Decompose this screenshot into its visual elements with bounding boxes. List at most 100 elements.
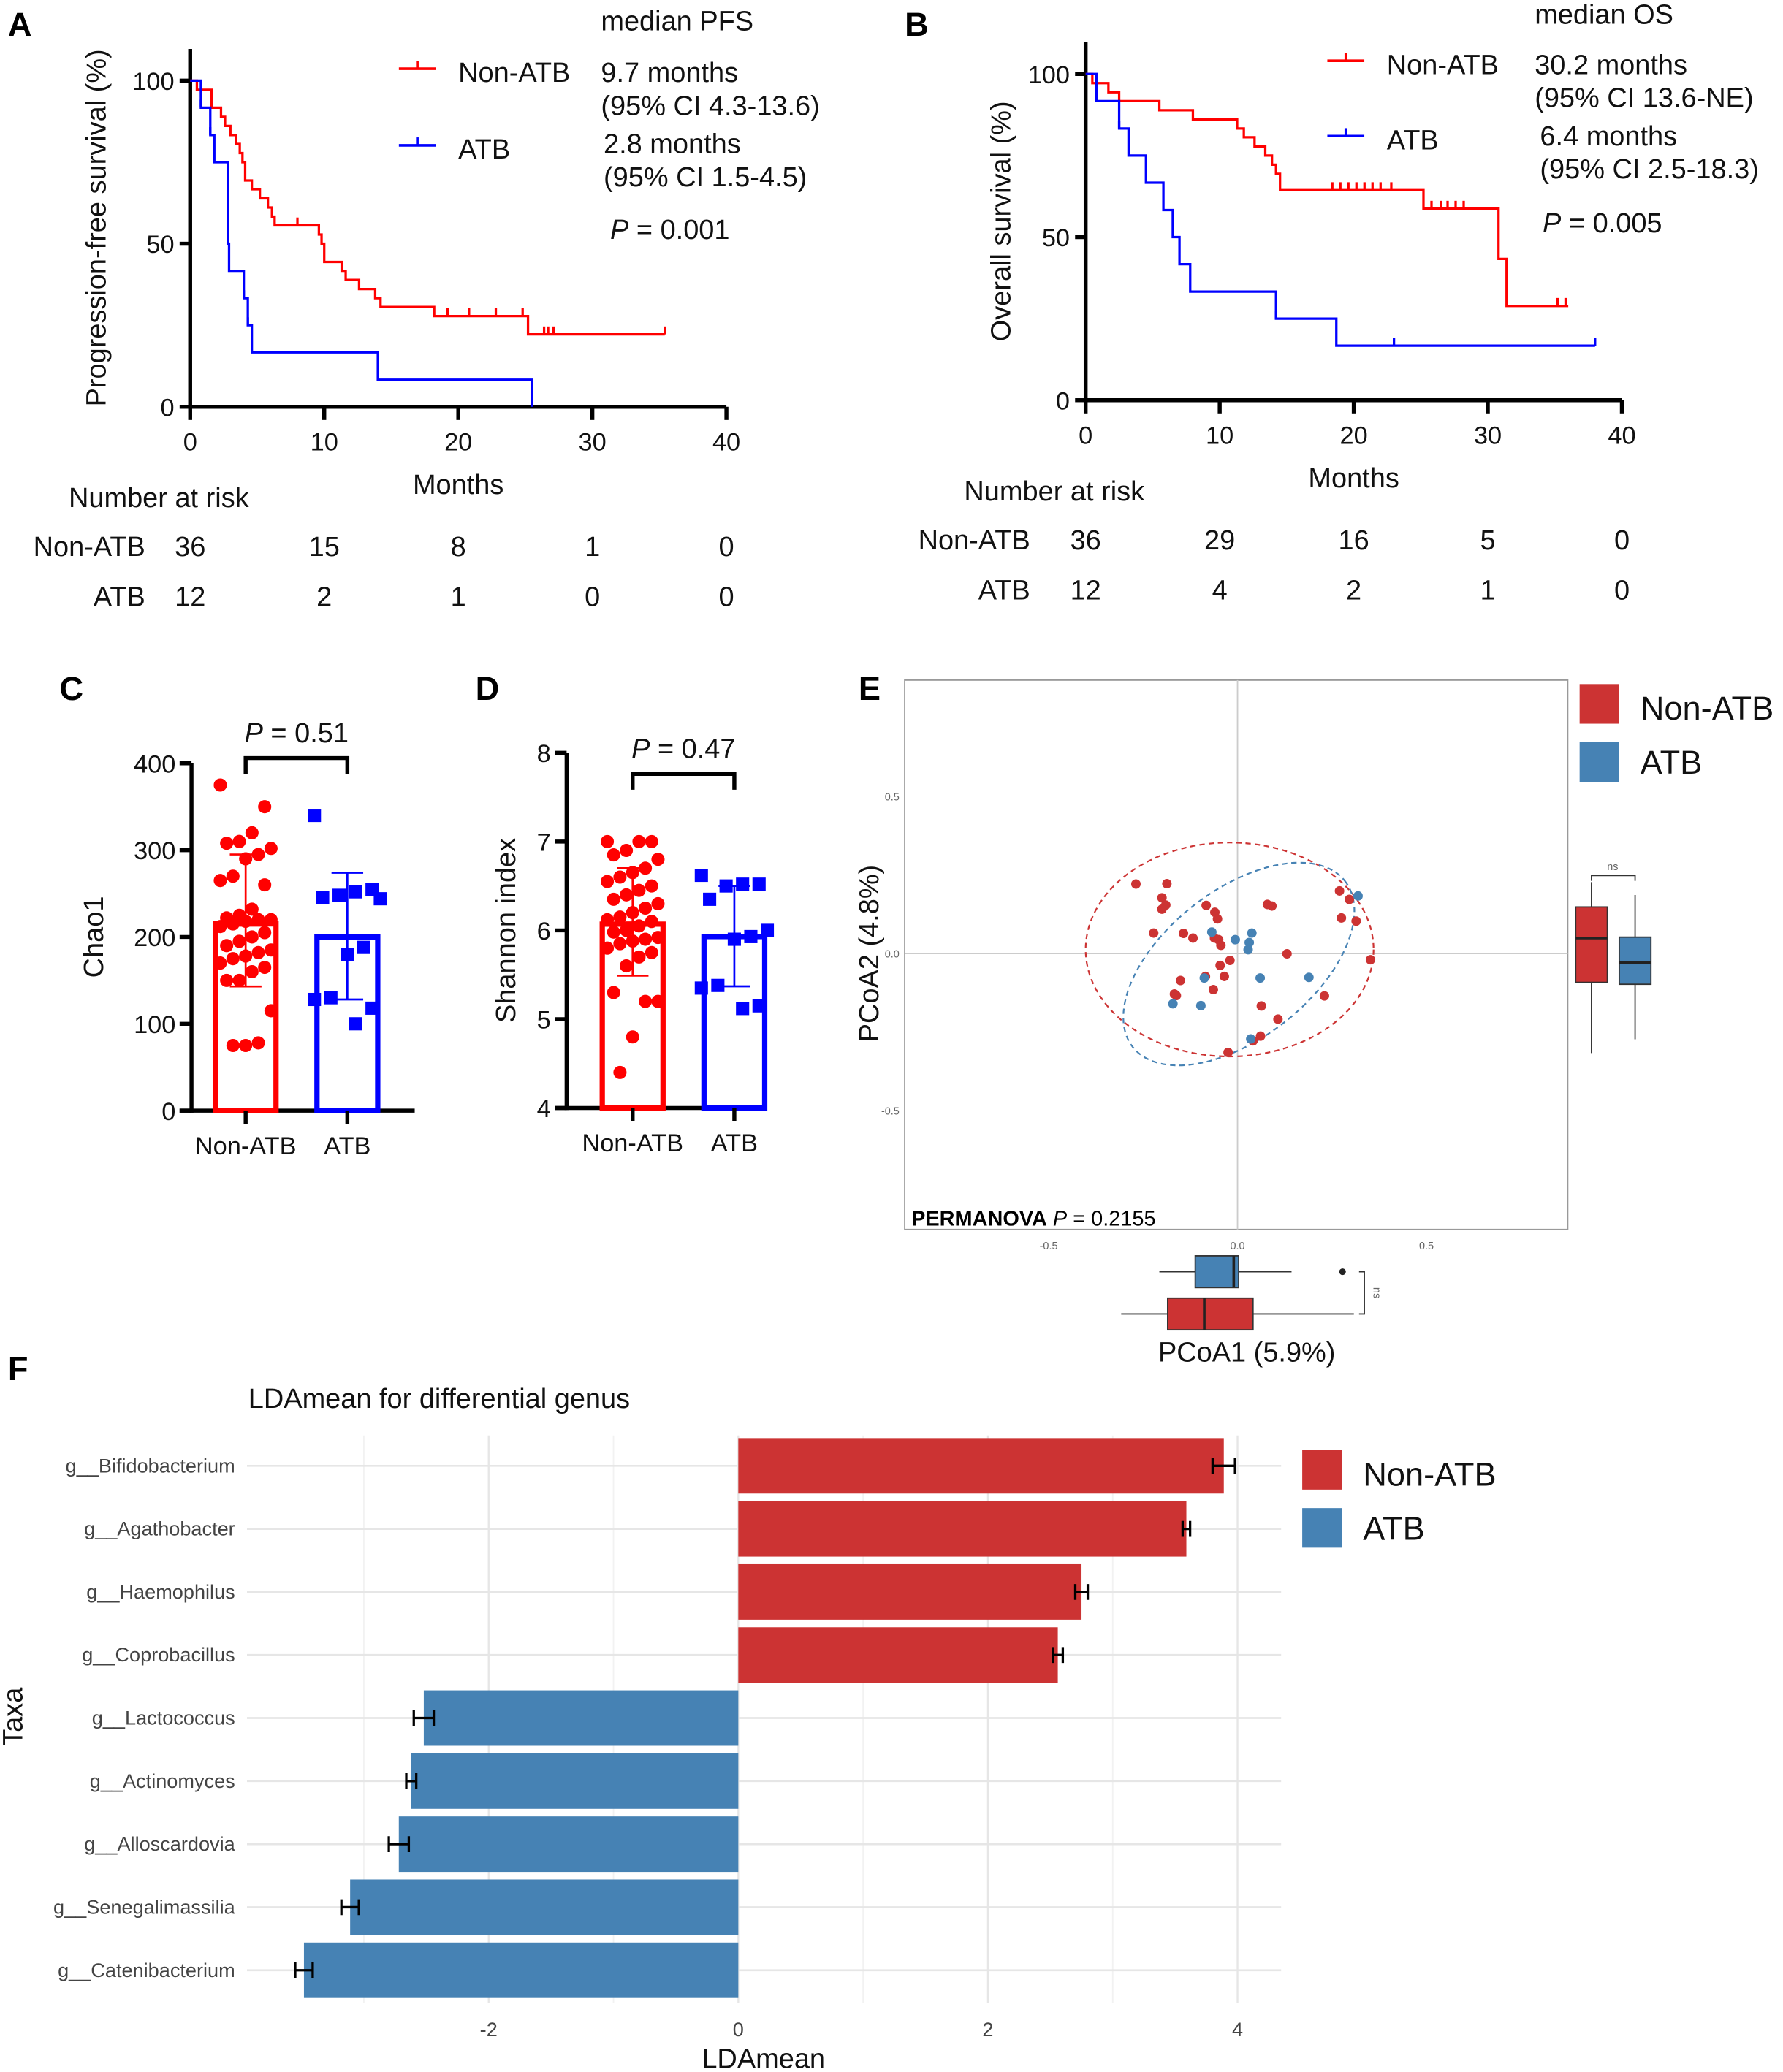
y-tick-label: g__Lactococcus: [92, 1707, 235, 1729]
p-value: = 0.005: [1561, 208, 1662, 239]
data-point-atb: [1247, 928, 1257, 938]
risk-count: 2: [316, 582, 332, 613]
data-point-non-atb: [1365, 955, 1376, 965]
data-point-non-atb: [1130, 879, 1141, 889]
legend-title: median PFS: [601, 7, 753, 37]
y-tick-label: 7: [537, 829, 551, 857]
data-point-non-atb: [1255, 1031, 1266, 1041]
lda-bar-chart: LDAmean for differential genus g__Bifidob…: [0, 1384, 1497, 2072]
data-point: [711, 978, 725, 992]
data-point: [220, 837, 234, 850]
risk-count: 12: [175, 582, 205, 613]
risk-count: 0: [719, 582, 734, 613]
y-tick-label: 5: [537, 1007, 551, 1035]
risk-count: 12: [1071, 576, 1101, 606]
error-bar: [387, 1836, 411, 1852]
panel-label: E: [859, 670, 881, 707]
data-point-atb: [1230, 934, 1240, 945]
y-tick-label: 50: [1042, 224, 1070, 252]
error-bar: [405, 1772, 418, 1789]
data-point-non-atb: [1351, 916, 1361, 926]
risk-count: 0: [1614, 576, 1630, 606]
median-value: 30.2 months: [1535, 50, 1687, 80]
data-point: [226, 952, 240, 966]
x-tick-label: 0: [733, 2018, 744, 2041]
data-point: [601, 913, 615, 926]
data-point: [632, 950, 646, 964]
x-tick-label: ATB: [324, 1132, 370, 1160]
median-value: 6.4 months: [1540, 121, 1677, 152]
data-point-non-atb: [1337, 913, 1347, 923]
panel-label: B: [905, 6, 929, 43]
data-point: [613, 910, 627, 924]
data-point: [620, 923, 634, 937]
data-point: [651, 853, 665, 866]
data-point: [324, 991, 338, 1005]
y-tick-label: 0.5: [885, 791, 900, 803]
p-value-label: P = 0.47: [631, 734, 735, 765]
x-tick-label: -2: [480, 2018, 498, 2041]
risk-row-label: ATB: [978, 576, 1030, 606]
error-bar: [1211, 1458, 1236, 1474]
data-point: [694, 981, 708, 995]
p-symbol: P: [1047, 1207, 1068, 1230]
data-point: [245, 930, 259, 944]
bar-alloscardovia: [398, 1816, 739, 1873]
median-value: 2.8 months: [604, 129, 741, 160]
y-axis-label: Chao1: [79, 896, 110, 978]
confidence-interval: (95% CI 4.3-13.6): [601, 91, 819, 121]
confidence-interval: (95% CI 1.5-4.5): [604, 162, 807, 193]
data-point-non-atb: [1149, 928, 1159, 938]
risk-count: 2: [1346, 576, 1361, 606]
data-point: [639, 901, 653, 915]
risk-count: 0: [1614, 525, 1630, 556]
data-point: [239, 1038, 253, 1053]
x-tick-label: 4: [1232, 2018, 1243, 2041]
pcoa-plot: -0.5 0.0 0.5 -0.5 0.0 0.5 PCoA2 (4.8%) PCoA1 (5…: [854, 679, 1774, 1368]
risk-count: 1: [585, 532, 600, 563]
data-point: [736, 877, 750, 891]
data-point: [373, 892, 387, 906]
significance-bracket: [1358, 1271, 1365, 1315]
legend-swatch-atb: [1302, 1508, 1342, 1548]
data-point: [264, 913, 278, 926]
data-point: [607, 892, 620, 906]
data-point-atb: [1255, 973, 1266, 983]
y-tick-label: -0.5: [881, 1106, 900, 1118]
p-value: = 0.2155: [1067, 1207, 1155, 1230]
data-point: [258, 800, 272, 814]
data-point: [736, 1002, 750, 1016]
y-tick-label: 6: [537, 918, 551, 945]
risk-table-title: Number at risk: [964, 476, 1145, 507]
legend-swatch-non-atb: [1579, 684, 1619, 724]
data-point-atb: [1168, 999, 1178, 1009]
data-point-non-atb: [1171, 991, 1182, 1001]
data-point-non-atb: [1157, 904, 1167, 914]
legend-label: ATB: [1641, 744, 1703, 781]
data-point-non-atb: [1175, 975, 1185, 986]
x-axis-label: Months: [1308, 463, 1399, 494]
boxplot-outlier: [1339, 1268, 1346, 1276]
data-point-non-atb: [1208, 984, 1218, 995]
data-point: [316, 891, 330, 905]
p-symbol: P: [245, 718, 264, 749]
data-point-atb: [1353, 891, 1363, 901]
x-tick-label: 20: [1339, 422, 1367, 449]
data-point: [226, 869, 240, 883]
data-point: [245, 826, 259, 839]
bar-catenibacterium: [303, 1942, 739, 1998]
x-tick-label: 10: [1206, 422, 1233, 449]
data-point: [251, 1036, 265, 1050]
survival-curve-atb: [190, 79, 533, 407]
significance-label: ns: [1607, 861, 1618, 873]
bar-lactococcus: [423, 1690, 739, 1746]
risk-count: 36: [175, 532, 205, 563]
data-point: [607, 925, 620, 939]
data-point: [251, 945, 265, 959]
legend-label: ATB: [1387, 125, 1439, 156]
confidence-interval: (95% CI 2.5-18.3): [1540, 154, 1758, 185]
data-point: [213, 920, 227, 934]
data-point-atb: [1199, 973, 1209, 983]
data-point-non-atb: [1219, 971, 1229, 981]
x-tick-label: -0.5: [1040, 1241, 1058, 1252]
